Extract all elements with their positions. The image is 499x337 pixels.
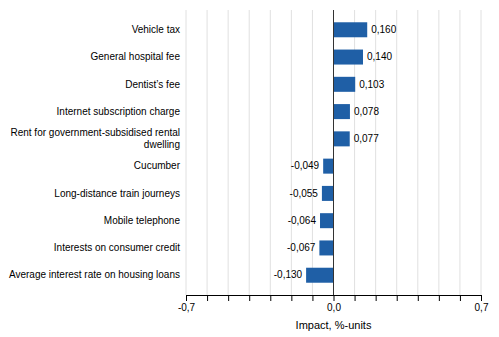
y-tick-label: Dentist’s fee	[125, 79, 180, 90]
y-tick-label: Long-distance train journeys	[54, 188, 180, 199]
bar	[334, 104, 350, 119]
x-tick-mark	[186, 295, 187, 301]
y-tick: Cucumber	[134, 160, 181, 171]
bar	[320, 213, 333, 228]
grid-line	[417, 10, 418, 295]
x-tick	[270, 295, 271, 301]
grid-line	[396, 10, 397, 295]
bar	[306, 268, 333, 283]
y-tick-label: Vehicle tax	[132, 24, 180, 35]
bar	[334, 50, 364, 65]
data-label: 0,160	[371, 24, 396, 35]
x-tick-mark	[439, 295, 440, 301]
x-tick-label: -0,7	[178, 302, 196, 313]
x-tick: 0,0	[327, 295, 341, 313]
bar	[322, 186, 334, 201]
grid-line	[249, 10, 250, 295]
x-tick	[228, 295, 229, 301]
x-axis: -0,7 0,0 0,7	[178, 295, 489, 313]
x-tick	[249, 295, 250, 301]
zero-line	[333, 10, 334, 295]
y-tick: General hospital fee	[90, 51, 180, 62]
data-label: 0,103	[359, 79, 384, 90]
x-tick: 0,7	[475, 295, 489, 313]
y-tick-label: Internet subscription charge	[57, 106, 181, 117]
x-tick-mark	[481, 295, 482, 301]
x-tick	[291, 295, 292, 301]
grid-line	[270, 10, 271, 295]
y-axis: Average interest rate on housing loans In…	[9, 24, 181, 280]
y-tick-label: Rent for government-subsidised rentaldwe…	[10, 127, 180, 150]
bar	[319, 240, 333, 255]
bar	[323, 159, 333, 174]
grid-line	[207, 10, 208, 295]
x-tick-label: 0,7	[475, 302, 489, 313]
x-tick-mark	[291, 295, 292, 301]
chart: -0,7 0,0 0,7 Average interest rate on housi…	[0, 0, 499, 337]
y-tick: Average interest rate on housing loans	[9, 269, 180, 280]
x-tick: -0,7	[178, 295, 196, 313]
y-tick-label: General hospital fee	[90, 51, 180, 62]
x-tick-mark	[312, 295, 313, 301]
grid-line	[459, 10, 460, 295]
data-labels: -0,130 -0,067 -0,064 -0,055 -0,049 0,077 0,078…	[274, 24, 397, 280]
grid-line	[438, 10, 439, 295]
y-tick-label: Average interest rate on housing loans	[9, 269, 180, 280]
y-tick-label: Interests on consumer credit	[54, 242, 180, 253]
data-label: -0,130	[274, 269, 303, 280]
grid	[186, 10, 481, 295]
y-tick-label: Mobile telephone	[104, 215, 181, 226]
x-tick	[418, 295, 419, 301]
x-tick	[460, 295, 461, 301]
x-tick-mark	[418, 295, 419, 301]
y-tick: Vehicle tax	[132, 24, 180, 35]
x-tick-mark	[207, 295, 208, 301]
y-tick: Mobile telephone	[104, 215, 181, 226]
y-tick: Internet subscription charge	[57, 106, 181, 117]
x-axis-title: Impact, %-units	[296, 319, 372, 331]
y-tick: Interests on consumer credit	[54, 242, 180, 253]
x-tick-mark	[249, 295, 250, 301]
data-label: -0,049	[291, 160, 320, 171]
grid-line	[333, 10, 334, 295]
x-tick-mark	[228, 295, 229, 301]
x-tick	[397, 295, 398, 301]
data-label: 0,140	[367, 51, 392, 62]
y-tick-label: Cucumber	[134, 160, 181, 171]
data-label: -0,064	[288, 215, 317, 226]
x-tick	[312, 295, 313, 301]
x-tick	[207, 295, 208, 301]
x-tick	[439, 295, 440, 301]
x-tick-label: 0,0	[327, 302, 341, 313]
x-tick-mark	[460, 295, 461, 301]
x-tick-mark	[355, 295, 356, 301]
grid-line	[228, 10, 229, 295]
grid-line	[481, 10, 482, 295]
x-tick	[355, 295, 356, 301]
x-tick-mark	[270, 295, 271, 301]
y-tick: Rent for government-subsidised rentaldwe…	[10, 127, 180, 150]
x-tick-mark	[334, 295, 335, 301]
bar	[334, 77, 356, 92]
y-tick: Dentist’s fee	[125, 79, 180, 90]
data-label: -0,067	[287, 242, 316, 253]
data-label: 0,078	[354, 106, 379, 117]
data-label: -0,055	[290, 188, 319, 199]
x-tick-mark	[376, 295, 377, 301]
plot: -0,7 0,0 0,7 Average interest rate on housi…	[9, 10, 489, 313]
grid-line	[186, 10, 187, 295]
x-tick-mark	[397, 295, 398, 301]
bar	[334, 22, 368, 37]
bar	[334, 131, 350, 146]
x-tick	[376, 295, 377, 301]
data-label: 0,077	[354, 133, 379, 144]
y-tick: Long-distance train journeys	[54, 188, 180, 199]
